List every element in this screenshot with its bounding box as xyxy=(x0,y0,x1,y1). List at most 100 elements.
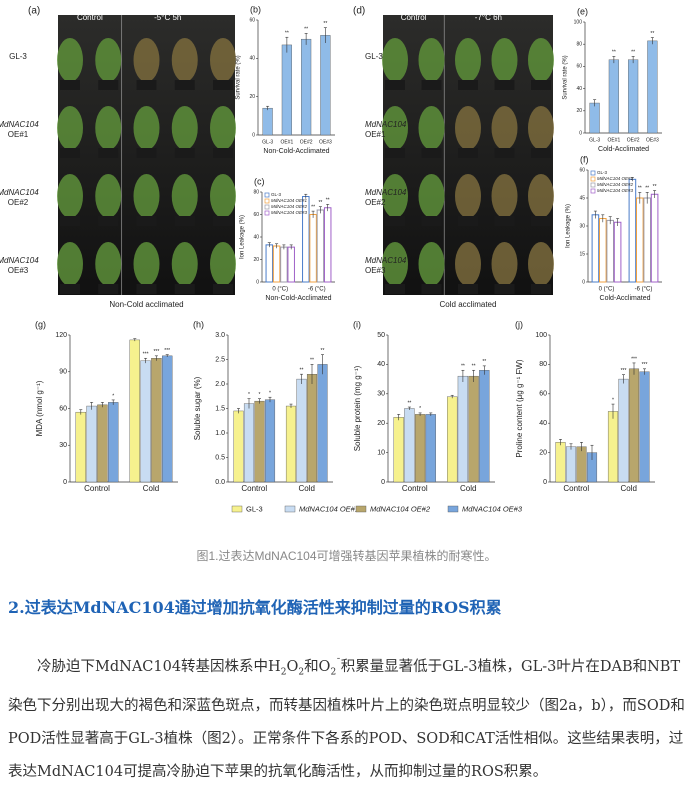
plant xyxy=(528,242,554,286)
pot xyxy=(494,216,515,226)
y-tick-label: 2.0 xyxy=(215,381,225,388)
plant xyxy=(133,174,160,218)
pot xyxy=(385,284,405,294)
pot xyxy=(98,284,119,294)
legend-label: GL-3 xyxy=(246,504,263,513)
pot xyxy=(531,80,551,90)
legend-swatch xyxy=(355,505,367,513)
pot xyxy=(136,148,157,158)
legend-label: MdNAC104 OE#2 xyxy=(597,182,634,187)
bar xyxy=(393,417,404,483)
bar xyxy=(107,402,119,483)
subscript: 2 xyxy=(330,667,337,678)
y-tick-label: 60 xyxy=(576,64,582,70)
pot xyxy=(213,80,233,90)
y-axis-label: Survival rate (%) xyxy=(236,55,242,99)
x-tick-label: Cold xyxy=(143,484,159,493)
significance: * xyxy=(112,393,114,399)
x-tick-label: OE#1 xyxy=(280,139,293,145)
x-axis-label: Non-Cold-Acclimated xyxy=(265,295,331,302)
x-tick-label: OE#3 xyxy=(646,137,659,143)
bar xyxy=(639,371,650,483)
plant xyxy=(382,106,408,150)
bar xyxy=(447,396,458,483)
bar xyxy=(414,414,426,483)
bar xyxy=(287,246,295,283)
bar xyxy=(272,245,281,283)
plant xyxy=(418,242,445,286)
y-tick-label: 20 xyxy=(253,257,259,263)
bar xyxy=(306,374,318,483)
bar xyxy=(254,400,265,483)
bar xyxy=(265,244,274,283)
subscript: 2 xyxy=(298,667,305,678)
significance: * xyxy=(419,406,421,412)
pot xyxy=(174,148,195,158)
significance: ** xyxy=(407,400,411,406)
pot xyxy=(531,216,551,226)
plant xyxy=(171,174,198,218)
bar xyxy=(608,59,619,134)
significance: ** xyxy=(321,348,325,354)
bar xyxy=(97,404,108,483)
plant xyxy=(57,106,83,150)
x-tick-label: OE#1 xyxy=(607,137,620,143)
legend-swatch xyxy=(447,505,459,513)
row-label: GL-3 xyxy=(365,52,383,61)
y-tick-label: 0.0 xyxy=(215,479,225,486)
y-tick-label: 90 xyxy=(59,369,67,376)
legend-swatch xyxy=(590,170,596,176)
bar xyxy=(599,218,607,283)
pot xyxy=(385,216,405,226)
row-label: GL-3 xyxy=(9,52,27,61)
legend-label: MdNAC104 OE#3 xyxy=(597,188,634,193)
bar xyxy=(643,197,652,283)
y-tick-label: 0 xyxy=(252,132,255,138)
row-label: MdNAC104 xyxy=(0,188,39,197)
legend-swatch xyxy=(590,176,596,182)
legend-label: MdNAC104 OE#2 xyxy=(370,504,431,513)
significance: *** xyxy=(153,349,159,355)
plant xyxy=(210,106,236,150)
y-tick-label: 20 xyxy=(576,108,582,114)
pot xyxy=(98,80,119,90)
y-tick-label: 80 xyxy=(253,189,259,195)
bar xyxy=(468,375,479,483)
y-tick-label: 40 xyxy=(576,86,582,92)
legend-swatch xyxy=(284,505,296,513)
y-tick-label: 60 xyxy=(253,212,259,218)
plant xyxy=(57,38,83,82)
row-label: OE#2 xyxy=(365,198,386,207)
plant xyxy=(491,38,518,82)
y-tick-label: 100 xyxy=(535,332,547,339)
y-tick-label: 0.5 xyxy=(215,454,225,461)
y-tick-label: 0 xyxy=(543,479,547,486)
bar xyxy=(647,40,658,134)
plant xyxy=(528,38,554,82)
text-run: 冷胁迫下MdNAC104转基因株系中H xyxy=(37,658,281,675)
pot xyxy=(174,80,195,90)
subscript: 2 xyxy=(280,667,287,678)
y-axis-label: Soluble sugar (%) xyxy=(193,376,202,440)
plant xyxy=(133,242,160,286)
significance: ** xyxy=(638,186,642,192)
bar xyxy=(233,410,244,483)
panel-letter: (a) xyxy=(28,6,40,17)
x-tick-label: GL-3 xyxy=(262,139,273,145)
plant xyxy=(210,174,236,218)
photo-caption: Non-Cold acclimated xyxy=(109,300,183,309)
panel-letter: (e) xyxy=(577,6,588,16)
plant xyxy=(418,174,445,218)
plant xyxy=(133,38,160,82)
significance: ** xyxy=(304,27,308,33)
y-axis-label: Survival rate (%) xyxy=(563,55,569,99)
plant xyxy=(95,242,122,286)
y-tick-label: 50 xyxy=(377,332,385,339)
y-axis-label: Proline content (μg g⁻¹ FW) xyxy=(515,359,524,458)
bar xyxy=(285,405,297,483)
significance: ** xyxy=(310,358,314,364)
panel-letter: (g) xyxy=(35,319,46,329)
bar xyxy=(555,442,566,483)
bar xyxy=(301,38,312,136)
bar xyxy=(628,368,640,483)
